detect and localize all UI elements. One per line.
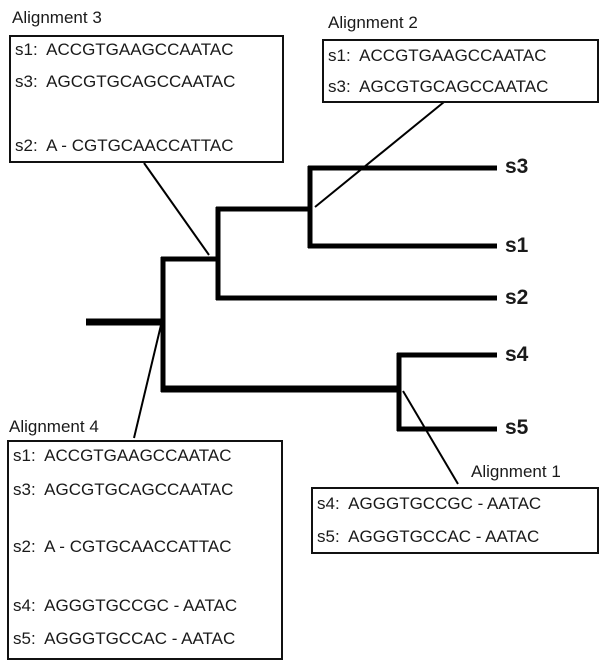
leaf-label-s5: s5 — [505, 416, 529, 439]
alignment-2-row-s1: s1: ACCGTGAAGCCAATAC — [328, 46, 547, 65]
leaf-label-s1: s1 — [505, 234, 529, 257]
alignment-3-row-s2: s2: A - CGTGCAACCATTAC — [15, 136, 234, 155]
alignment-2-box: s1: ACCGTGAAGCCAATAC s3: AGCGTGCAGCCAATA… — [322, 39, 599, 103]
alignment-1-row-s5: s5: AGGGTGCCAC - AATAC — [317, 527, 540, 546]
alignment-3-box: s1: ACCGTGAAGCCAATAC s3: AGCGTGCAGCCAATA… — [9, 35, 284, 163]
alignment-1-title: Alignment 1 — [471, 462, 561, 481]
leaf-label-s2: s2 — [505, 286, 529, 309]
alignment-4-row-s1: s1: ACCGTGAAGCCAATAC — [13, 446, 232, 465]
alignment-3-row-s3: s3: AGCGTGCAGCCAATAC — [15, 72, 236, 91]
pointer-alignment-1 — [402, 390, 459, 485]
alignment-2-title: Alignment 2 — [328, 13, 418, 32]
leaf-label-s4: s4 — [505, 343, 529, 366]
alignment-4-row-s3: s3: AGCGTGCAGCCAATAC — [13, 480, 234, 499]
pointer-alignment-3 — [143, 162, 210, 256]
alignment-4-row-s4: s4: AGGGTGCCGC - AATAC — [13, 596, 238, 615]
alignment-4-row-s2: s2: A - CGTGCAACCATTAC — [13, 537, 232, 556]
alignment-3-row-s1: s1: ACCGTGAAGCCAATAC — [15, 40, 234, 59]
leaf-label-s3: s3 — [505, 155, 529, 178]
alignment-4-row-s5: s5: AGGGTGCCAC - AATAC — [13, 629, 236, 648]
alignment-3-title: Alignment 3 — [12, 8, 102, 27]
alignment-4-box: s1: ACCGTGAAGCCAATAC s3: AGCGTGCAGCCAATA… — [7, 440, 283, 660]
pointer-alignment-2 — [314, 101, 445, 208]
pointer-alignment-4 — [133, 324, 162, 439]
alignment-1-row-s4: s4: AGGGTGCCGC - AATAC — [317, 494, 542, 513]
alignment-2-row-s3: s3: AGCGTGCAGCCAATAC — [328, 77, 549, 96]
alignment-4-title: Alignment 4 — [9, 417, 99, 436]
alignment-1-box: s4: AGGGTGCCGC - AATAC s5: AGGGTGCCAC - … — [311, 487, 599, 554]
